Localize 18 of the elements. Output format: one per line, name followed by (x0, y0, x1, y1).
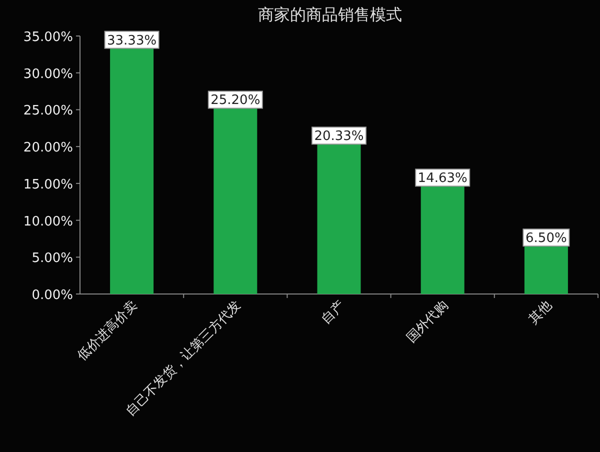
data-label: 33.33% (107, 33, 157, 48)
x-tick-label: 国外代购 (404, 298, 452, 346)
data-label: 14.63% (418, 171, 468, 186)
y-tick-label: 10.00% (23, 214, 73, 230)
y-tick-label: 5.00% (32, 251, 73, 266)
y-tick-label: 15.00% (23, 177, 73, 192)
x-tick-label: 其他 (526, 298, 556, 328)
y-tick-label: 25.00% (23, 104, 73, 119)
data-label: 20.33% (314, 129, 364, 144)
title: 商家的商品销售模式 (258, 5, 402, 24)
data-label: 6.50% (526, 231, 567, 246)
data-label: 25.20% (210, 93, 260, 108)
y-tick-label: 35.00% (23, 30, 73, 45)
y-tick-label: 30.00% (23, 66, 73, 82)
x-tick-label: 自产 (318, 298, 348, 328)
x-tick-label: 低价进高价卖 (74, 298, 141, 364)
y-tick-label: 0.00% (32, 288, 73, 303)
y-tick-label: 20.00% (23, 140, 73, 156)
